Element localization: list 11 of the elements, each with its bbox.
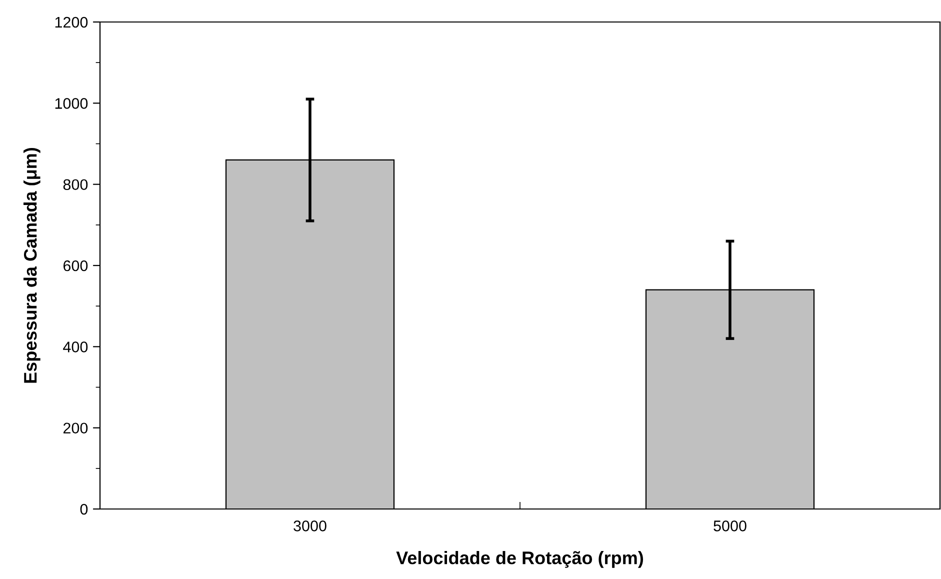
x-axis-title: Velocidade de Rotação (rpm) [396,551,644,568]
x-tick-label: 5000 [714,520,746,532]
y-tick-label: 400 [63,342,88,352]
y-tick-label: 800 [63,179,88,190]
y-tick-label: 600 [63,260,88,272]
y-axis-title: Espessura da Camada (μm) [23,148,40,383]
x-tick-label: 3000 [294,520,326,532]
y-tick-label: 0 [80,504,88,515]
y-tick-label: 1200 [55,16,88,28]
y-tick-label: 200 [63,422,88,434]
y-tick-label: 1000 [55,98,88,109]
